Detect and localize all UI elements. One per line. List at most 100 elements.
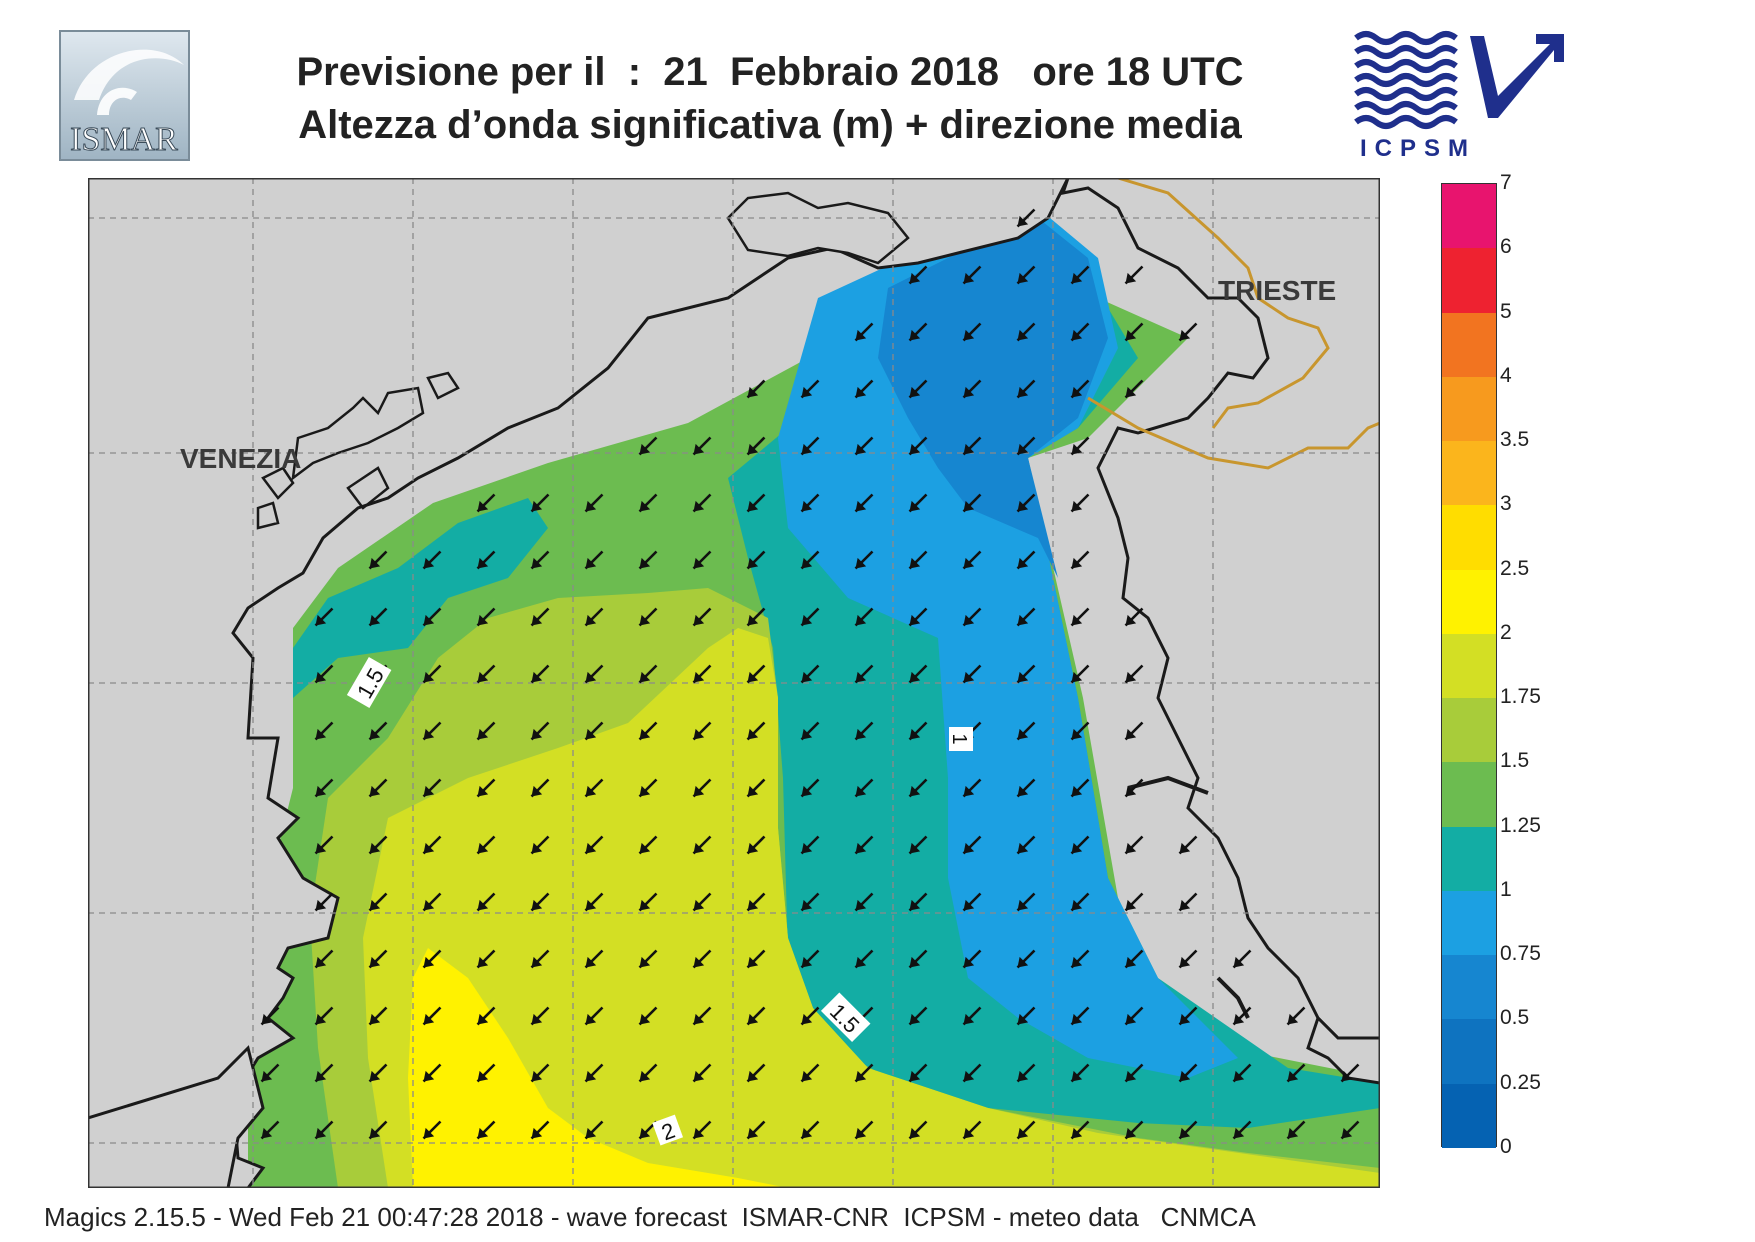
wave-direction-arrows [260,208,1360,1140]
wave-direction-arrow [800,550,820,570]
wave-direction-arrow [476,835,496,855]
wave-direction-arrow [908,436,928,456]
city-label-trieste: TRIESTE [1218,275,1336,306]
city-label-venezia: VENEZIA [180,443,301,474]
wave-direction-arrow [422,1120,442,1140]
wave-direction-arrow [314,607,334,627]
wave-direction-arrow [854,892,874,912]
wave-direction-arrow [908,265,928,285]
wave-direction-arrow [584,721,604,741]
wave-direction-arrow [368,1120,388,1140]
wave-direction-arrow [800,949,820,969]
wave-direction-arrow [1340,1063,1360,1083]
wave-direction-arrow [692,1006,712,1026]
wave-direction-arrow [1070,892,1090,912]
wave-direction-arrow [530,949,550,969]
wave-direction-arrow [800,1120,820,1140]
wave-direction-arrow [854,493,874,513]
wave-direction-arrow [962,1006,982,1026]
wave-direction-arrow [800,892,820,912]
land-west-coast [88,178,1070,1188]
wave-direction-arrow [1070,721,1090,741]
wave-direction-arrow [962,1063,982,1083]
northern-lagoon-islands [726,191,910,265]
wave-direction-arrow [368,1006,388,1026]
wave-direction-arrow [530,664,550,684]
wave-direction-arrow [908,892,928,912]
wave-direction-arrow [638,607,658,627]
wave-direction-arrow [530,493,550,513]
wave-direction-arrow [1232,1006,1252,1026]
wave-direction-arrow [638,721,658,741]
wave-direction-arrow [1070,1006,1090,1026]
wave-direction-arrow [368,778,388,798]
wave-direction-arrow [692,892,712,912]
colorbar-tick-label: 0 [1500,1135,1512,1158]
wave-direction-arrow [1232,1120,1252,1140]
wave-direction-arrow [1124,778,1144,798]
wave-direction-arrow [638,664,658,684]
wave-direction-arrow [800,1006,820,1026]
wave-direction-arrow [1070,493,1090,513]
wave-direction-arrow [584,1120,604,1140]
contour-label-text: 1 [948,733,970,744]
wave-direction-arrow [638,1063,658,1083]
wave-direction-arrow [530,1006,550,1026]
wave-direction-arrow [530,778,550,798]
wave-direction-arrow [530,835,550,855]
colorbar-tick-label: 3 [1500,492,1512,516]
wave-direction-arrow [962,778,982,798]
wave-direction-arrow [1016,379,1036,399]
wave-direction-arrow [476,664,496,684]
colorbar-segment [1442,698,1496,763]
wave-direction-arrow [908,322,928,342]
wave-direction-arrow [1340,1120,1360,1140]
colorbar-segment [1442,312,1496,378]
wave-direction-arrow [476,892,496,912]
wave-direction-arrow [800,379,820,399]
ismar-logo-text: ISMAR [70,121,178,158]
wave-direction-arrow [854,835,874,855]
wave-direction-arrow [908,664,928,684]
contour-label-2: 2 [652,1114,684,1146]
wave-direction-arrow [854,778,874,798]
wave-direction-arrow [746,664,766,684]
wave-direction-arrow [692,721,712,741]
wave-direction-arrow [476,1120,496,1140]
wave-direction-arrow [692,835,712,855]
wave-direction-arrow [854,550,874,570]
wave-direction-arrow [962,607,982,627]
wave-direction-arrow [260,1006,280,1026]
wave-direction-arrow [854,664,874,684]
icpsm-logo-text: ICPSM [1360,135,1476,162]
wave-direction-arrow [1124,322,1144,342]
wave-direction-arrow [692,1063,712,1083]
wave-direction-arrow [1016,607,1036,627]
wave-direction-arrow [908,949,928,969]
wave-direction-arrow [692,949,712,969]
wave-direction-arrow [962,493,982,513]
contour-label-1-east: 1 [948,727,973,751]
colorbar-segment [1442,248,1496,314]
wave-direction-arrow [314,835,334,855]
wave-direction-arrow [1016,322,1036,342]
wave-direction-arrow [314,892,334,912]
wave-direction-arrow [1070,607,1090,627]
wave-direction-arrow [962,835,982,855]
wave-direction-arrow [1016,778,1036,798]
wave-direction-arrow [422,607,442,627]
wave-direction-arrow [368,550,388,570]
wave-direction-arrow [1070,778,1090,798]
wave-direction-arrow [1124,892,1144,912]
colorbar-tick-label: 1.25 [1500,813,1541,837]
map-frame [88,178,1380,1188]
wave-direction-arrow [476,778,496,798]
wave-direction-arrow [1124,607,1144,627]
wave-direction-arrow [1178,1063,1198,1083]
wave-direction-arrow [314,721,334,741]
wave-direction-arrow [1016,1063,1036,1083]
wave-direction-arrow [260,1063,280,1083]
wave-direction-arrow [1232,949,1252,969]
wave-direction-arrow [1124,1063,1144,1083]
land-east-coast [1060,178,1380,1050]
